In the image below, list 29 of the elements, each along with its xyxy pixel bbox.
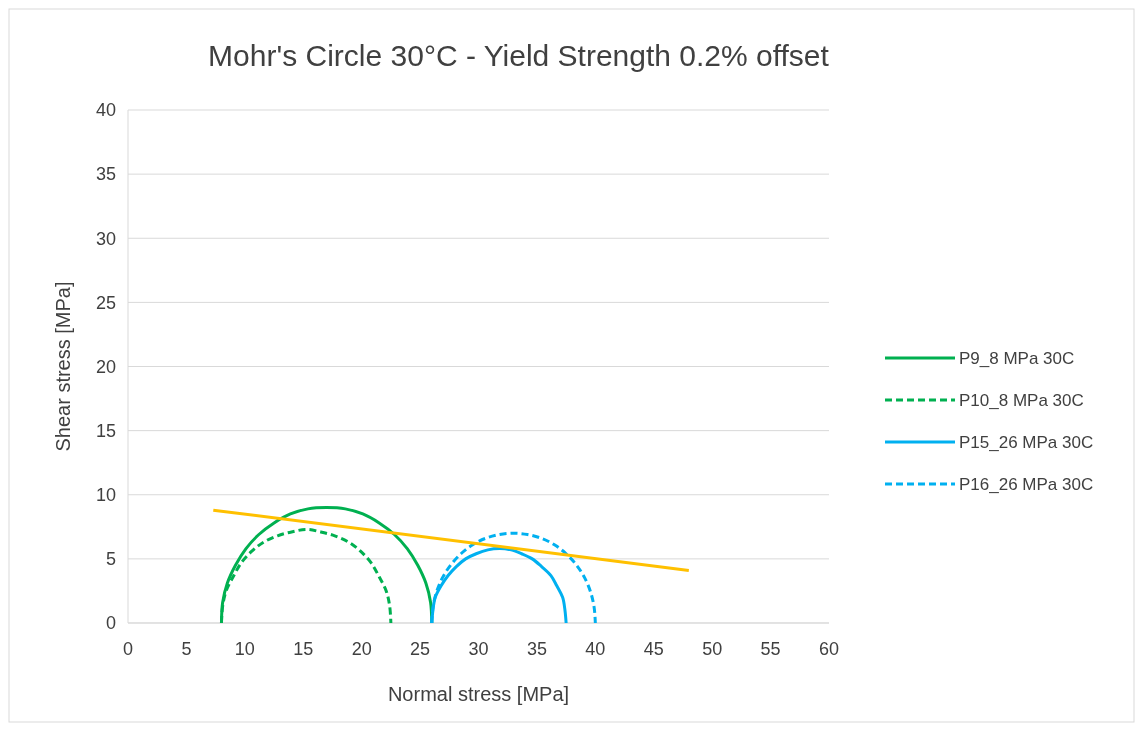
x-tick-label: 30 — [468, 639, 489, 659]
legend-label: P15_26 MPa 30C — [959, 432, 1094, 452]
x-tick-label: 55 — [760, 639, 781, 659]
x-tick-label: 35 — [526, 639, 547, 659]
y-tick-label: 5 — [105, 549, 116, 570]
y-tick-label: 0 — [105, 613, 116, 634]
chart-title: Mohr's Circle 30°C - Yield Strength 0.2% offset — [208, 39, 830, 72]
y-tick-label: 30 — [95, 228, 116, 249]
x-tick-label: 15 — [293, 639, 314, 659]
y-tick-label: 20 — [95, 356, 116, 377]
y-tick-label: 10 — [95, 485, 116, 506]
x-tick-label: 50 — [702, 639, 723, 659]
x-tick-label: 20 — [351, 639, 372, 659]
y-tick-label: 35 — [95, 164, 116, 185]
y-tick-label: 25 — [95, 292, 116, 313]
y-tick-label: 40 — [95, 100, 116, 121]
x-tick-label: 60 — [818, 639, 840, 659]
x-tick-label: 45 — [643, 639, 664, 659]
x-tick-label: 5 — [181, 639, 192, 659]
y-tick-label: 15 — [95, 420, 116, 441]
x-tick-label: 40 — [585, 639, 606, 659]
x-axis-title: Normal stress [MPa] — [387, 683, 570, 705]
legend-label: P16_26 MPa 30C — [959, 474, 1094, 494]
x-tick-label: 0 — [122, 639, 134, 659]
legend-label: P9_8 MPa 30C — [959, 348, 1075, 368]
legend-label: P10_8 MPa 30C — [959, 390, 1084, 410]
y-axis-title: Shear stress [MPa] — [52, 281, 74, 452]
x-tick-label: 25 — [410, 639, 431, 659]
x-tick-label: 10 — [234, 639, 255, 659]
